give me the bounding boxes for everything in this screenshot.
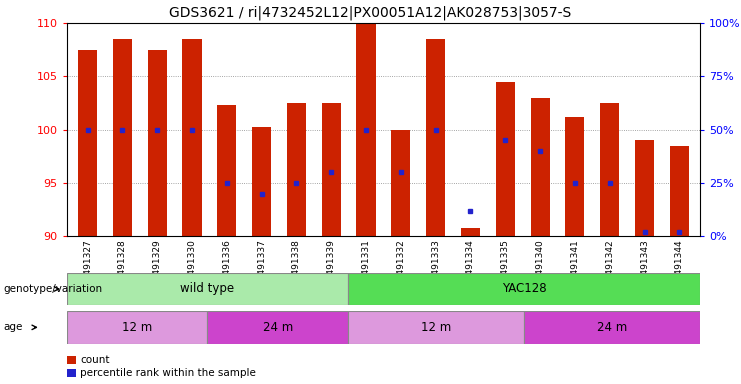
Text: age: age (4, 322, 23, 333)
Text: genotype/variation: genotype/variation (4, 284, 103, 294)
Bar (207, 311, 348, 344)
Text: YAC128: YAC128 (502, 283, 547, 295)
Bar (531, 98, 550, 236)
Bar (252, 127, 271, 236)
Bar (147, 50, 167, 236)
Bar (217, 105, 236, 236)
Bar (461, 228, 480, 236)
Bar (287, 103, 306, 236)
Text: wild type: wild type (180, 283, 235, 295)
Bar (670, 146, 689, 236)
Bar (496, 82, 515, 236)
Bar (348, 273, 700, 305)
Bar (565, 117, 585, 236)
Bar (635, 140, 654, 236)
Text: percentile rank within the sample: percentile rank within the sample (80, 368, 256, 378)
Text: 24 m: 24 m (597, 321, 628, 334)
Text: count: count (80, 355, 110, 365)
Bar (67, 273, 348, 305)
Text: 24 m: 24 m (263, 321, 293, 334)
Text: 12 m: 12 m (421, 321, 451, 334)
Bar (322, 103, 341, 236)
Bar (78, 50, 97, 236)
Bar (525, 311, 700, 344)
Bar (113, 39, 132, 236)
Bar (182, 39, 202, 236)
Text: 12 m: 12 m (122, 321, 152, 334)
Bar (391, 129, 411, 236)
Bar (600, 103, 619, 236)
Bar (348, 311, 525, 344)
Text: GDS3621 / ri|4732452L12|PX00051A12|AK028753|3057-S: GDS3621 / ri|4732452L12|PX00051A12|AK028… (170, 6, 571, 20)
Bar (426, 39, 445, 236)
Bar (356, 23, 376, 236)
Bar (67, 311, 207, 344)
